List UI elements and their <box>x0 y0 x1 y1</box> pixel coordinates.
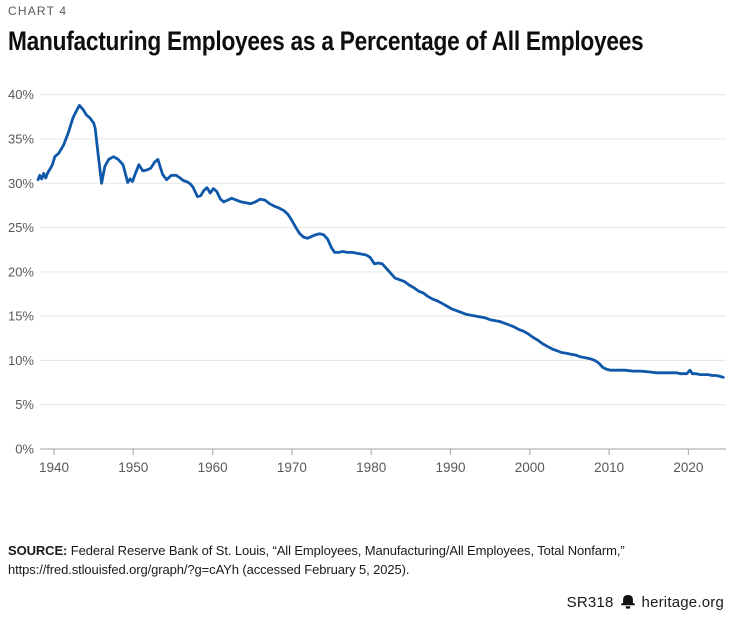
data-series-line <box>36 103 725 379</box>
chart-kicker: CHART 4 <box>8 4 68 18</box>
page-title: Manufacturing Employees as a Percentage … <box>8 26 644 56</box>
x-tick-label: 1970 <box>277 460 307 475</box>
x-tick-label: 2010 <box>594 460 624 475</box>
source-label: SOURCE: <box>8 543 68 558</box>
y-tick-label: 20% <box>8 264 34 279</box>
site-name[interactable]: heritage.org <box>641 594 724 611</box>
y-tick-label: 30% <box>8 176 34 191</box>
line-chart-svg: 0% 5% 10% 15% 20% 25% 30% 35% 40% 1940 1950 1960 197… <box>8 87 726 475</box>
x-tick-label: 1940 <box>39 460 69 475</box>
y-tick-label: 15% <box>8 309 34 324</box>
y-tick-label: 35% <box>8 132 34 147</box>
x-tick-label: 2000 <box>515 460 545 475</box>
source-text: Federal Reserve Bank of St. Louis, “All … <box>67 543 625 558</box>
x-tick-label: 2020 <box>673 460 703 475</box>
source-note: SOURCE: Federal Reserve Bank of St. Loui… <box>8 541 726 579</box>
report-id: SR318 <box>566 594 614 611</box>
y-tick-label: 5% <box>15 397 34 412</box>
y-tick-label: 40% <box>8 87 34 102</box>
x-tick-label: 1980 <box>356 460 386 475</box>
footer: SR318 heritage.org <box>567 594 724 611</box>
heritage-bell-icon <box>620 595 635 609</box>
x-tick-label: 1960 <box>198 460 228 475</box>
y-tick-label: 25% <box>8 220 34 235</box>
y-tick-label: 0% <box>15 442 34 457</box>
source-url[interactable]: https://fred.stlouisfed.org/graph/?g=cAY… <box>8 562 410 577</box>
y-tick-label: 10% <box>8 353 34 368</box>
x-tick-label: 1990 <box>435 460 465 475</box>
x-tick-label: 1950 <box>118 460 148 475</box>
